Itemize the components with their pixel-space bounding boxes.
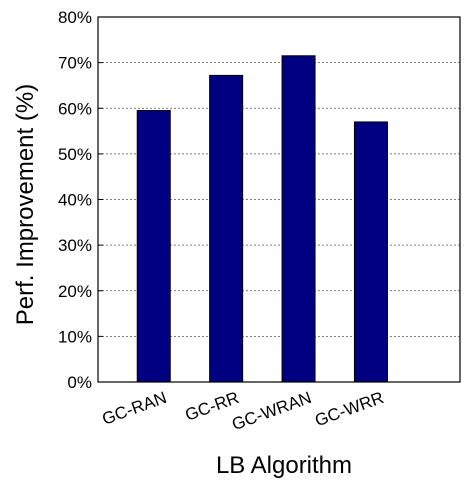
x-tick-label: GC-WRAN (229, 388, 314, 434)
y-tick-label: 60% (58, 99, 92, 118)
y-tick-label: 40% (58, 191, 92, 210)
y-tick-label: 20% (58, 282, 92, 301)
bar-gc-wrr (353, 121, 388, 383)
x-tick-label: GC-WRR (312, 388, 386, 430)
y-tick-label: 80% (58, 8, 92, 27)
x-tick-label: GC-RAN (100, 388, 170, 429)
y-tick-label: 10% (58, 327, 92, 346)
bars (136, 55, 388, 383)
bar-gc-rr (209, 74, 244, 383)
bar-gc-ran (136, 110, 171, 383)
y-axis-ticks: 0% 10% 20% 30% 40% 50% 60% 70% 80% (58, 8, 103, 392)
y-tick-label: 30% (58, 236, 92, 255)
y-tick-label: 70% (58, 54, 92, 73)
bar-gc-wran (281, 55, 316, 383)
y-axis-title: Perf. Improvement (%) (12, 84, 39, 325)
y-tick-label: 50% (58, 145, 92, 164)
y-tick-label: 0% (67, 373, 92, 392)
x-axis-title: LB Algorithm (216, 452, 352, 479)
